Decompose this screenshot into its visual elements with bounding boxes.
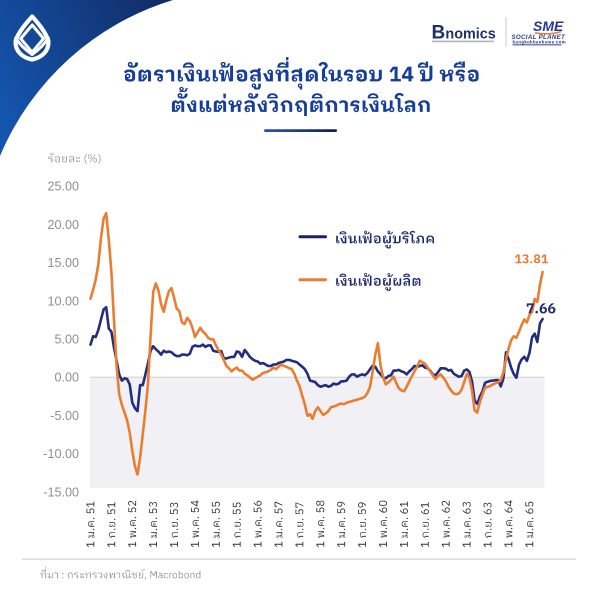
svg-text:25.00: 25.00 <box>47 180 79 194</box>
svg-text:-5.00: -5.00 <box>50 409 79 423</box>
svg-text:Bnomics: Bnomics <box>432 22 496 43</box>
svg-text:-10.00: -10.00 <box>43 447 79 461</box>
svg-text:-15.00: -15.00 <box>43 485 79 499</box>
svg-text:15.00: 15.00 <box>47 256 79 270</box>
svg-text:20.00: 20.00 <box>47 218 79 232</box>
svg-text:SOCIAL PLANET: SOCIAL PLANET <box>512 34 567 41</box>
svg-text:5.00: 5.00 <box>54 333 79 347</box>
svg-text:10.00: 10.00 <box>47 294 79 308</box>
svg-text:SME: SME <box>533 18 564 34</box>
svg-text:bangkokbanksme.com: bangkokbanksme.com <box>513 39 567 44</box>
svg-text:0.00: 0.00 <box>54 371 79 385</box>
